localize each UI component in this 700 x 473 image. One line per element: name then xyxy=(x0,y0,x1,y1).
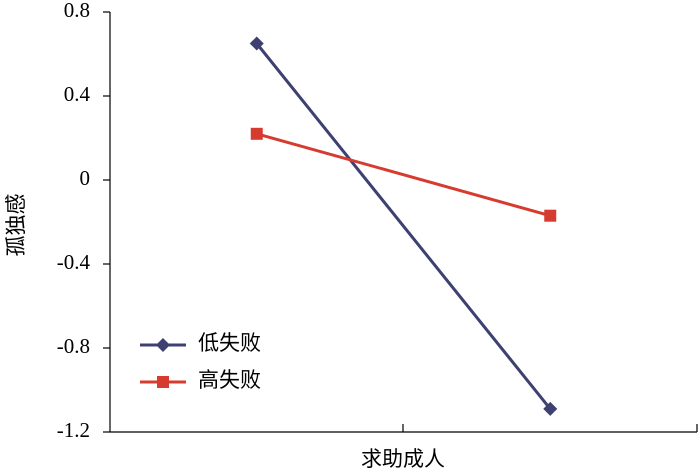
legend-label: 低失败 xyxy=(198,331,261,355)
series-line xyxy=(256,132,551,218)
marker xyxy=(249,36,264,51)
y-tick-label: -1.2 xyxy=(57,418,90,442)
legend-label: 高失败 xyxy=(198,368,261,392)
y-axis-label: 孤独感 xyxy=(4,194,28,257)
y-tick-label: 0 xyxy=(80,166,91,190)
series-line xyxy=(255,42,552,410)
y-tick-label: 0.8 xyxy=(64,0,90,22)
y-tick-label: 0.4 xyxy=(64,82,91,106)
marker xyxy=(250,127,263,140)
marker xyxy=(156,338,170,352)
y-tick-label: -0.8 xyxy=(57,334,90,358)
y-tick-label: -0.4 xyxy=(57,250,91,274)
marker xyxy=(543,401,558,416)
marker xyxy=(157,376,169,388)
x-axis-label: 求助成人 xyxy=(361,447,445,471)
marker xyxy=(544,209,557,222)
